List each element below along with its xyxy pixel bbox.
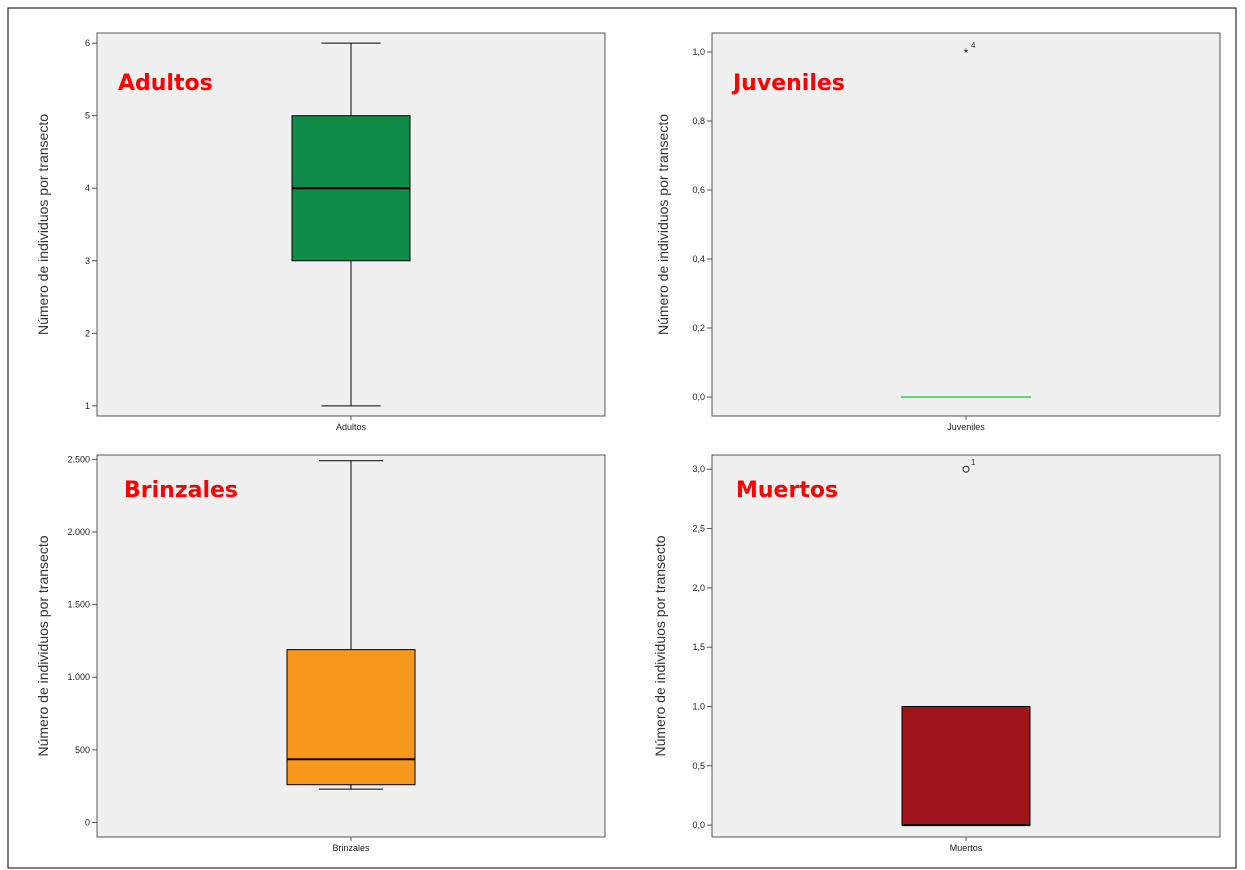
y-tick-label-juveniles: 0,2 [692,323,705,333]
outlier-circle-muertos [962,465,970,473]
outlier-label-muertos: 1 [971,458,976,467]
y-tick-label-muertos: 0,0 [692,820,705,830]
y-tick-label-adultos: 2 [85,328,90,338]
y-tick-label-juveniles: 0,8 [692,116,705,126]
y-tick-label-brinzales: 1.000 [67,672,90,682]
plot-area-juveniles [711,32,1221,417]
panel-muertos: 0,0 0,5 1,0 1,5 2,0 2,5 3,0 Muertos Número de in… [652,454,1221,853]
x-category-label-muertos: Muertos [950,843,983,853]
x-category-label-brinzales: Brinzales [332,843,370,853]
x-category-label-juveniles: Juveniles [947,422,985,432]
y-tick-label-juveniles: 0,6 [692,185,705,195]
y-axis-label-juveniles: Número de individuos por transecto [655,114,671,335]
y-tick-label-muertos: 2,5 [692,524,705,534]
outlier-star-juveniles: * [964,46,969,60]
y-tick-label-juveniles: 1,0 [692,47,705,57]
y-tick-label-brinzales: 1.500 [67,600,90,610]
y-tick-label-muertos: 1,5 [692,642,705,652]
box-brinzales [286,649,416,786]
y-tick-label-brinzales: 500 [75,745,90,755]
y-tick-label-adultos: 6 [85,38,90,48]
y-axis-label-brinzales: Número de individuos por transecto [35,535,51,756]
y-tick-label-adultos: 4 [85,183,90,193]
panel-title-brinzales: Brinzales [124,478,238,503]
x-category-label-adultos: Adultos [336,422,367,432]
y-tick-label-adultos: 1 [85,401,90,411]
y-tick-label-adultos: 5 [85,111,90,121]
y-tick-label-muertos: 1,0 [692,702,705,712]
y-tick-label-brinzales: 0 [85,817,90,827]
y-axis-label-muertos: Número de individuos por transecto [652,535,668,756]
panel-title-muertos: Muertos [736,478,838,503]
y-tick-label-adultos: 3 [85,256,90,266]
box-muertos [901,706,1031,826]
panel-adultos: 1 2 3 4 5 6 Adultos Número de individuos por tr… [35,32,606,432]
y-tick-label-muertos: 2,0 [692,583,705,593]
y-axis-label-adultos: Número de individuos por transecto [35,114,51,335]
outlier-label-juveniles: 4 [971,41,976,50]
panel-juveniles: 0,0 0,2 0,4 0,6 0,8 1,0 Juveniles Número de ind… [655,32,1221,432]
panel-title-juveniles: Juveniles [731,71,845,96]
y-tick-label-muertos: 0,5 [692,761,705,771]
y-tick-label-brinzales: 2.500 [67,454,90,464]
y-tick-label-juveniles: 0,0 [692,392,705,402]
y-tick-label-muertos: 3,0 [692,464,705,474]
y-tick-label-brinzales: 2.000 [67,527,90,537]
y-tick-label-juveniles: 0,4 [692,254,705,264]
panel-brinzales: 0 500 1.000 1.500 2.000 2.500 Brinzales Número … [35,454,606,853]
panel-title-adultos: Adultos [118,71,213,96]
